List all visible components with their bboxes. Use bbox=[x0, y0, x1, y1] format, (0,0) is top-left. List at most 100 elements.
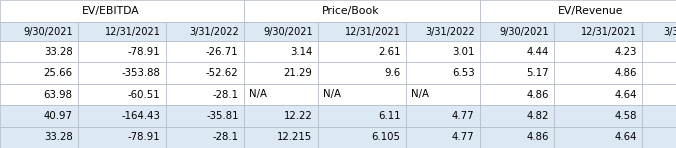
Bar bbox=[480, 105, 554, 127]
Bar bbox=[166, 22, 244, 41]
Bar bbox=[0, 127, 78, 148]
Text: 6.105: 6.105 bbox=[372, 132, 401, 142]
Bar bbox=[166, 62, 244, 84]
Text: 3.14: 3.14 bbox=[290, 47, 312, 57]
Text: -35.81: -35.81 bbox=[206, 111, 239, 121]
Text: -164.43: -164.43 bbox=[122, 111, 161, 121]
Text: 33.28: 33.28 bbox=[44, 132, 72, 142]
Bar bbox=[554, 84, 642, 105]
Bar bbox=[554, 62, 642, 84]
Text: 21.29: 21.29 bbox=[284, 68, 312, 78]
Text: EV/Revenue: EV/Revenue bbox=[558, 6, 623, 16]
Bar bbox=[166, 127, 244, 148]
Text: 33.28: 33.28 bbox=[44, 47, 72, 57]
Text: N/A: N/A bbox=[412, 90, 429, 99]
Bar bbox=[166, 41, 244, 62]
Bar bbox=[244, 62, 318, 84]
Text: 3/31/2022: 3/31/2022 bbox=[663, 26, 676, 37]
Bar bbox=[406, 22, 480, 41]
Text: 9/30/2021: 9/30/2021 bbox=[23, 26, 72, 37]
Bar bbox=[554, 41, 642, 62]
Bar bbox=[244, 0, 480, 22]
Text: 4.86: 4.86 bbox=[614, 68, 637, 78]
Text: 5.17: 5.17 bbox=[526, 68, 549, 78]
Bar bbox=[642, 105, 676, 127]
Bar bbox=[78, 22, 166, 41]
Text: 63.98: 63.98 bbox=[43, 90, 72, 99]
Bar bbox=[480, 127, 554, 148]
Text: -78.91: -78.91 bbox=[128, 132, 161, 142]
Bar bbox=[554, 127, 642, 148]
Text: 4.86: 4.86 bbox=[526, 132, 549, 142]
Bar bbox=[642, 127, 676, 148]
Text: -52.62: -52.62 bbox=[206, 68, 239, 78]
Text: 4.64: 4.64 bbox=[614, 132, 637, 142]
Bar bbox=[480, 22, 554, 41]
Text: 40.97: 40.97 bbox=[43, 111, 72, 121]
Bar bbox=[642, 62, 676, 84]
Text: N/A: N/A bbox=[249, 90, 267, 99]
Text: 4.77: 4.77 bbox=[452, 111, 475, 121]
Bar bbox=[0, 62, 78, 84]
Text: -28.1: -28.1 bbox=[212, 90, 239, 99]
Bar bbox=[642, 22, 676, 41]
Text: 12.22: 12.22 bbox=[284, 111, 312, 121]
Bar bbox=[406, 105, 480, 127]
Text: 6.53: 6.53 bbox=[452, 68, 475, 78]
Bar bbox=[0, 84, 78, 105]
Bar bbox=[480, 41, 554, 62]
Bar bbox=[78, 127, 166, 148]
Bar bbox=[318, 22, 406, 41]
Bar bbox=[78, 62, 166, 84]
Text: -28.1: -28.1 bbox=[212, 132, 239, 142]
Text: 12.215: 12.215 bbox=[277, 132, 312, 142]
Text: 4.82: 4.82 bbox=[526, 111, 549, 121]
Bar bbox=[406, 84, 480, 105]
Text: Price/Book: Price/Book bbox=[321, 6, 379, 16]
Bar bbox=[0, 105, 78, 127]
Bar bbox=[166, 84, 244, 105]
Bar bbox=[318, 62, 406, 84]
Text: 3/31/2022: 3/31/2022 bbox=[425, 26, 475, 37]
Text: 4.86: 4.86 bbox=[526, 90, 549, 99]
Text: -26.71: -26.71 bbox=[206, 47, 239, 57]
Text: 9.6: 9.6 bbox=[385, 68, 401, 78]
Bar bbox=[554, 105, 642, 127]
Bar bbox=[480, 0, 676, 22]
Text: 3.01: 3.01 bbox=[452, 47, 475, 57]
Text: 2.61: 2.61 bbox=[378, 47, 401, 57]
Text: -353.88: -353.88 bbox=[122, 68, 161, 78]
Bar bbox=[244, 22, 318, 41]
Bar bbox=[78, 105, 166, 127]
Bar bbox=[318, 84, 406, 105]
Bar bbox=[406, 127, 480, 148]
Text: 12/31/2021: 12/31/2021 bbox=[581, 26, 637, 37]
Text: 9/30/2021: 9/30/2021 bbox=[263, 26, 312, 37]
Bar bbox=[480, 84, 554, 105]
Bar bbox=[318, 127, 406, 148]
Bar bbox=[642, 84, 676, 105]
Bar bbox=[318, 41, 406, 62]
Bar bbox=[480, 62, 554, 84]
Bar bbox=[244, 127, 318, 148]
Bar bbox=[642, 41, 676, 62]
Text: 4.58: 4.58 bbox=[614, 111, 637, 121]
Text: 4.44: 4.44 bbox=[526, 47, 549, 57]
Bar bbox=[406, 41, 480, 62]
Bar bbox=[244, 105, 318, 127]
Text: -78.91: -78.91 bbox=[128, 47, 161, 57]
Bar bbox=[78, 84, 166, 105]
Bar bbox=[244, 41, 318, 62]
Text: 4.23: 4.23 bbox=[614, 47, 637, 57]
Text: EV/EBITDA: EV/EBITDA bbox=[81, 6, 139, 16]
Text: -60.51: -60.51 bbox=[128, 90, 161, 99]
Text: 12/31/2021: 12/31/2021 bbox=[105, 26, 161, 37]
Bar bbox=[78, 41, 166, 62]
Bar bbox=[406, 62, 480, 84]
Text: 25.66: 25.66 bbox=[43, 68, 72, 78]
Text: 12/31/2021: 12/31/2021 bbox=[345, 26, 401, 37]
Bar bbox=[0, 22, 78, 41]
Text: 4.77: 4.77 bbox=[452, 132, 475, 142]
Text: 6.11: 6.11 bbox=[378, 111, 401, 121]
Bar bbox=[554, 22, 642, 41]
